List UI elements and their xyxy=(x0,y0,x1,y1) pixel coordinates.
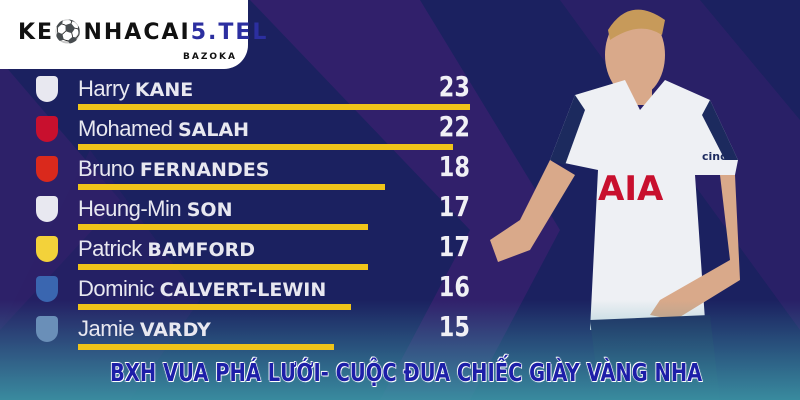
goal-bar xyxy=(78,304,351,310)
goal-bar xyxy=(78,184,385,190)
goal-bar xyxy=(78,344,334,350)
everton-crest-icon xyxy=(36,276,58,302)
player-name: Mohamed SALAH xyxy=(78,116,250,141)
tottenham-crest-icon xyxy=(36,196,58,222)
goal-count: 18 xyxy=(438,150,470,183)
tottenham-crest-icon xyxy=(36,76,58,102)
player-name: Bruno FERNANDES xyxy=(78,156,270,181)
liverpool-crest-icon xyxy=(36,116,58,142)
scorer-row: Heung-Min SON 17 xyxy=(0,190,480,234)
scorer-row: Patrick BAMFORD 17 xyxy=(0,230,480,274)
player-name: Jamie VARDY xyxy=(78,316,211,341)
sleeve-sponsor-text: cinch xyxy=(702,150,734,163)
goal-count: 17 xyxy=(438,190,470,223)
scorer-row: Dominic CALVERT-LEWIN 16 xyxy=(0,270,480,314)
goal-bar xyxy=(78,264,368,270)
goal-bar xyxy=(78,104,470,110)
goal-bar xyxy=(78,144,453,150)
site-logo[interactable]: KE⚽NHACAI5.TEL BAZOKA xyxy=(0,0,266,69)
goal-count: 15 xyxy=(438,310,470,343)
goal-bar xyxy=(78,224,368,230)
goal-count: 22 xyxy=(438,110,470,143)
goal-count: 16 xyxy=(438,270,470,303)
page-title: BXH VUA PHÁ LƯỚI- CUỘC ĐUA CHIẾC GIÀY VÀ… xyxy=(110,358,703,388)
logo-text: KE⚽NHACAI5.TEL xyxy=(18,20,269,45)
ball-icon: ⚽ xyxy=(54,20,84,45)
logo-subtitle: BAZOKA xyxy=(183,52,237,62)
scorer-row: Mohamed SALAH 22 xyxy=(0,110,480,154)
scorer-row: Jamie VARDY 15 xyxy=(0,310,480,354)
leeds-crest-icon xyxy=(36,236,58,262)
scorer-row: Harry KANE 23 xyxy=(0,70,480,114)
player-name: Dominic CALVERT-LEWIN xyxy=(78,276,327,301)
leicester-crest-icon xyxy=(36,316,58,342)
jersey-sponsor-text: AIA xyxy=(598,169,664,209)
scorer-row: Bruno FERNANDES 18 xyxy=(0,150,480,194)
player-name: Heung-Min SON xyxy=(78,196,233,221)
bottom-gradient xyxy=(0,300,800,400)
goal-count: 17 xyxy=(438,230,470,263)
player-name: Harry KANE xyxy=(78,76,194,101)
goal-count: 23 xyxy=(438,70,470,103)
manchester-united-crest-icon xyxy=(36,156,58,182)
player-name: Patrick BAMFORD xyxy=(78,236,256,261)
